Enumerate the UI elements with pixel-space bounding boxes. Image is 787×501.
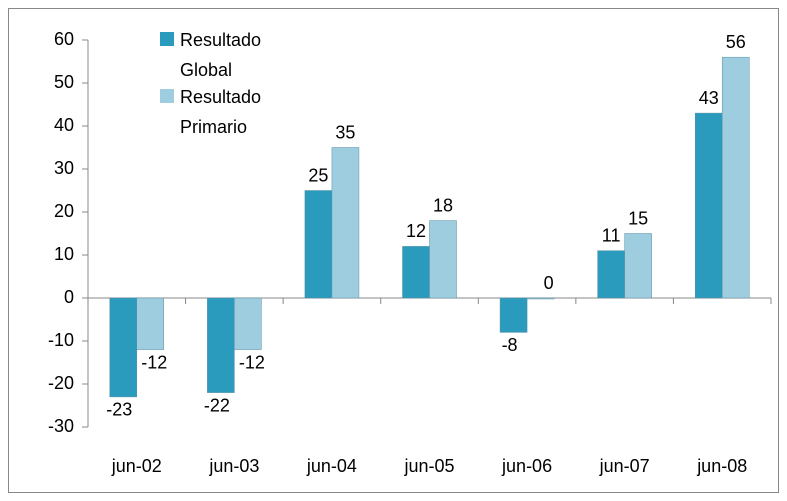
y-tick-label: 60 (54, 29, 74, 49)
chart-border (8, 8, 779, 493)
value-label: -12 (239, 352, 265, 372)
bar (331, 147, 360, 299)
bar (304, 190, 333, 299)
y-tick-label: 0 (64, 287, 74, 307)
bar (597, 250, 625, 299)
value-label: 15 (628, 208, 648, 228)
y-tick-label: 40 (54, 115, 74, 135)
value-label: 18 (433, 195, 453, 215)
bar (207, 297, 235, 393)
value-label: 35 (335, 122, 355, 142)
value-label: -23 (106, 400, 132, 420)
value-label: 12 (406, 221, 426, 241)
x-tick-label: jun-02 (111, 456, 162, 476)
bar (721, 56, 750, 299)
bar (109, 297, 138, 398)
y-tick-label: 20 (54, 201, 74, 221)
y-tick-label: -10 (48, 330, 74, 350)
legend-swatch (160, 89, 174, 103)
x-tick-label: jun-07 (599, 456, 650, 476)
x-tick-label: jun-03 (208, 456, 259, 476)
legend-label: Resultado Primario (180, 87, 262, 137)
bar (234, 297, 262, 350)
bar (624, 233, 652, 299)
legend-swatch (160, 32, 174, 46)
value-label: -22 (204, 395, 230, 415)
value-label: -12 (141, 352, 167, 372)
value-label: 25 (308, 165, 328, 185)
y-tick-label: -20 (48, 373, 74, 393)
value-label: 43 (699, 88, 719, 108)
y-tick-label: 10 (54, 244, 74, 264)
bar (694, 112, 723, 299)
bar (499, 297, 528, 333)
y-tick-label: 30 (54, 158, 74, 178)
value-label: 11 (602, 225, 621, 245)
value-label: 0 (544, 273, 554, 293)
legend-label: Resultado Global (180, 30, 262, 80)
value-label: 56 (726, 32, 746, 52)
x-tick-label: jun-05 (403, 456, 454, 476)
bar (136, 297, 165, 350)
x-tick-label: jun-08 (696, 456, 747, 476)
value-label: -8 (502, 335, 518, 355)
x-tick-label: jun-04 (306, 456, 357, 476)
x-tick-label: jun-06 (501, 456, 552, 476)
bar (429, 220, 457, 299)
y-tick-label: 50 (54, 72, 74, 92)
bar (526, 297, 555, 300)
y-tick-label: -30 (48, 416, 74, 436)
bar (402, 246, 430, 299)
